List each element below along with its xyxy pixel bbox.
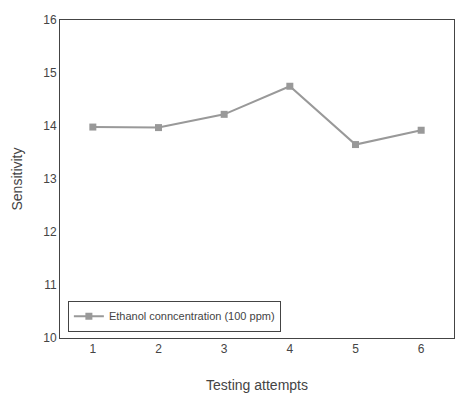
svg-text:Ethanol conncentration (100 pp: Ethanol conncentration (100 ppm) xyxy=(109,310,275,322)
svg-text:13: 13 xyxy=(43,172,57,186)
svg-text:12: 12 xyxy=(43,225,57,239)
svg-text:Testing attempts: Testing attempts xyxy=(206,377,308,393)
svg-text:1: 1 xyxy=(89,342,96,356)
svg-text:5: 5 xyxy=(352,342,359,356)
svg-text:11: 11 xyxy=(44,278,57,292)
svg-text:14: 14 xyxy=(43,119,57,133)
svg-text:3: 3 xyxy=(221,342,228,356)
svg-text:16: 16 xyxy=(43,13,57,27)
svg-text:2: 2 xyxy=(155,342,162,356)
svg-text:10: 10 xyxy=(43,331,57,345)
svg-text:15: 15 xyxy=(43,66,57,80)
svg-text:4: 4 xyxy=(286,342,293,356)
svg-text:Sensitivity: Sensitivity xyxy=(9,147,25,210)
svg-text:6: 6 xyxy=(418,342,425,356)
